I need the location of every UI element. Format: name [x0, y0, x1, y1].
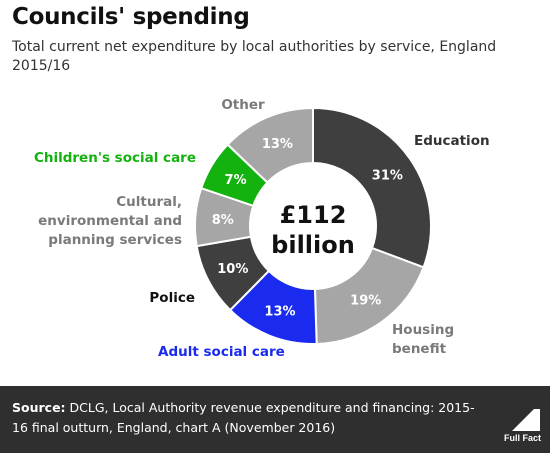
value-label-housing-benefit: 19% — [350, 294, 381, 309]
footer: Source: DCLG, Local Authority revenue ex… — [0, 386, 550, 453]
value-label-other: 13% — [262, 137, 293, 152]
category-label-housing-benefit: Housing benefit — [392, 322, 454, 357]
full-fact-logo: Full Fact — [504, 409, 541, 443]
category-label-education: Education — [414, 133, 490, 149]
chart-title: Councils' spending — [12, 4, 250, 30]
value-label-adult-social-care: 13% — [264, 304, 295, 319]
slice-education — [312, 106, 432, 269]
value-label-children-s-social-care: 7% — [225, 173, 247, 188]
svg-text:Full Fact: Full Fact — [504, 433, 541, 443]
category-label-cultural-environmental-and-planning-services: Cultural, environmental and planning servi… — [38, 194, 182, 248]
category-label-other: Other — [221, 97, 265, 113]
slice-other — [226, 106, 314, 184]
source-prefix: Source: — [12, 400, 66, 415]
value-label-police: 10% — [217, 262, 248, 277]
source-text: DCLG, Local Authority revenue expenditur… — [12, 400, 475, 435]
chart-subtitle: Total current net expenditure by local a… — [12, 39, 497, 74]
source-note: Source: DCLG, Local Authority revenue ex… — [12, 398, 482, 438]
center-unit: billion — [271, 231, 355, 259]
value-label-education: 31% — [372, 168, 403, 183]
value-label-cultural-environmental-and-planning-services: 8% — [212, 213, 234, 228]
category-label-police: Police — [149, 290, 195, 306]
center-amount: £112 — [280, 201, 347, 229]
category-label-adult-social-care: Adult social care — [158, 344, 285, 360]
category-label-children-s-social-care: Children's social care — [34, 150, 196, 166]
donut-chart: 31% 19% 13% 10% 8% 7% 13% Education Housing bene… — [34, 97, 490, 360]
